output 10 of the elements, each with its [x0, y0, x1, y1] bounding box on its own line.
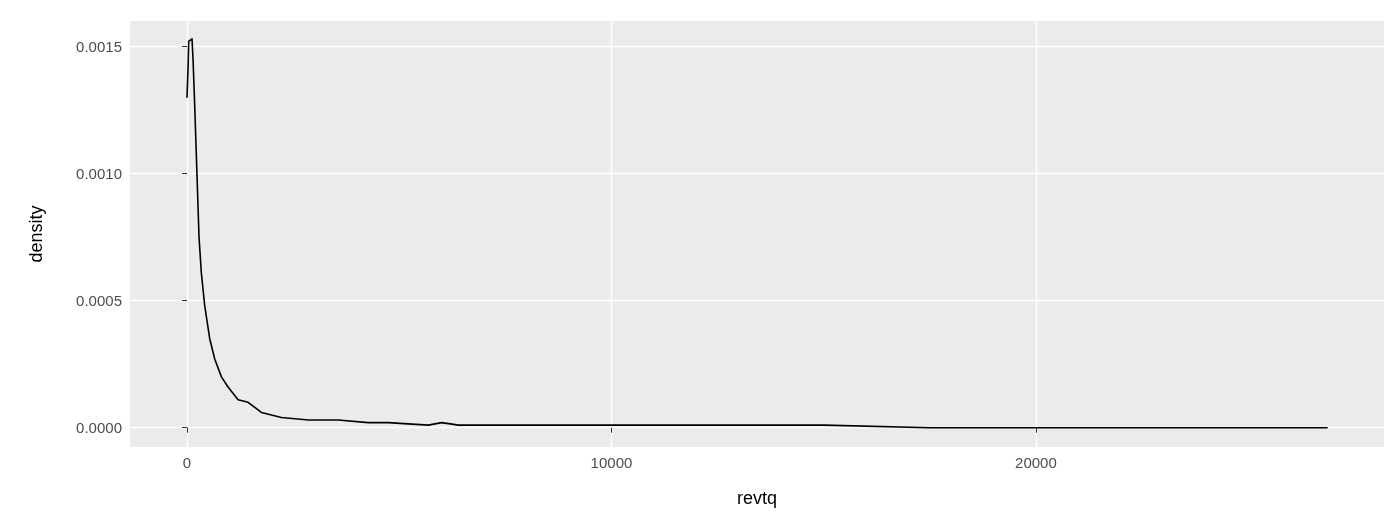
y-tick-label: 0.0015 — [76, 37, 122, 55]
y-tick-label: 0.0000 — [76, 419, 122, 437]
y-axis-title: density — [26, 205, 46, 263]
y-tick-label: 0.0005 — [76, 292, 122, 310]
x-tick-label: 10000 — [590, 454, 633, 471]
y-tick-label: 0.0010 — [76, 165, 122, 183]
line-series — [186, 37, 1328, 429]
x-tick-label: 0 — [182, 454, 192, 471]
x-tick-label: 20000 — [1015, 454, 1057, 471]
x-axis-title: revtq — [736, 488, 778, 508]
